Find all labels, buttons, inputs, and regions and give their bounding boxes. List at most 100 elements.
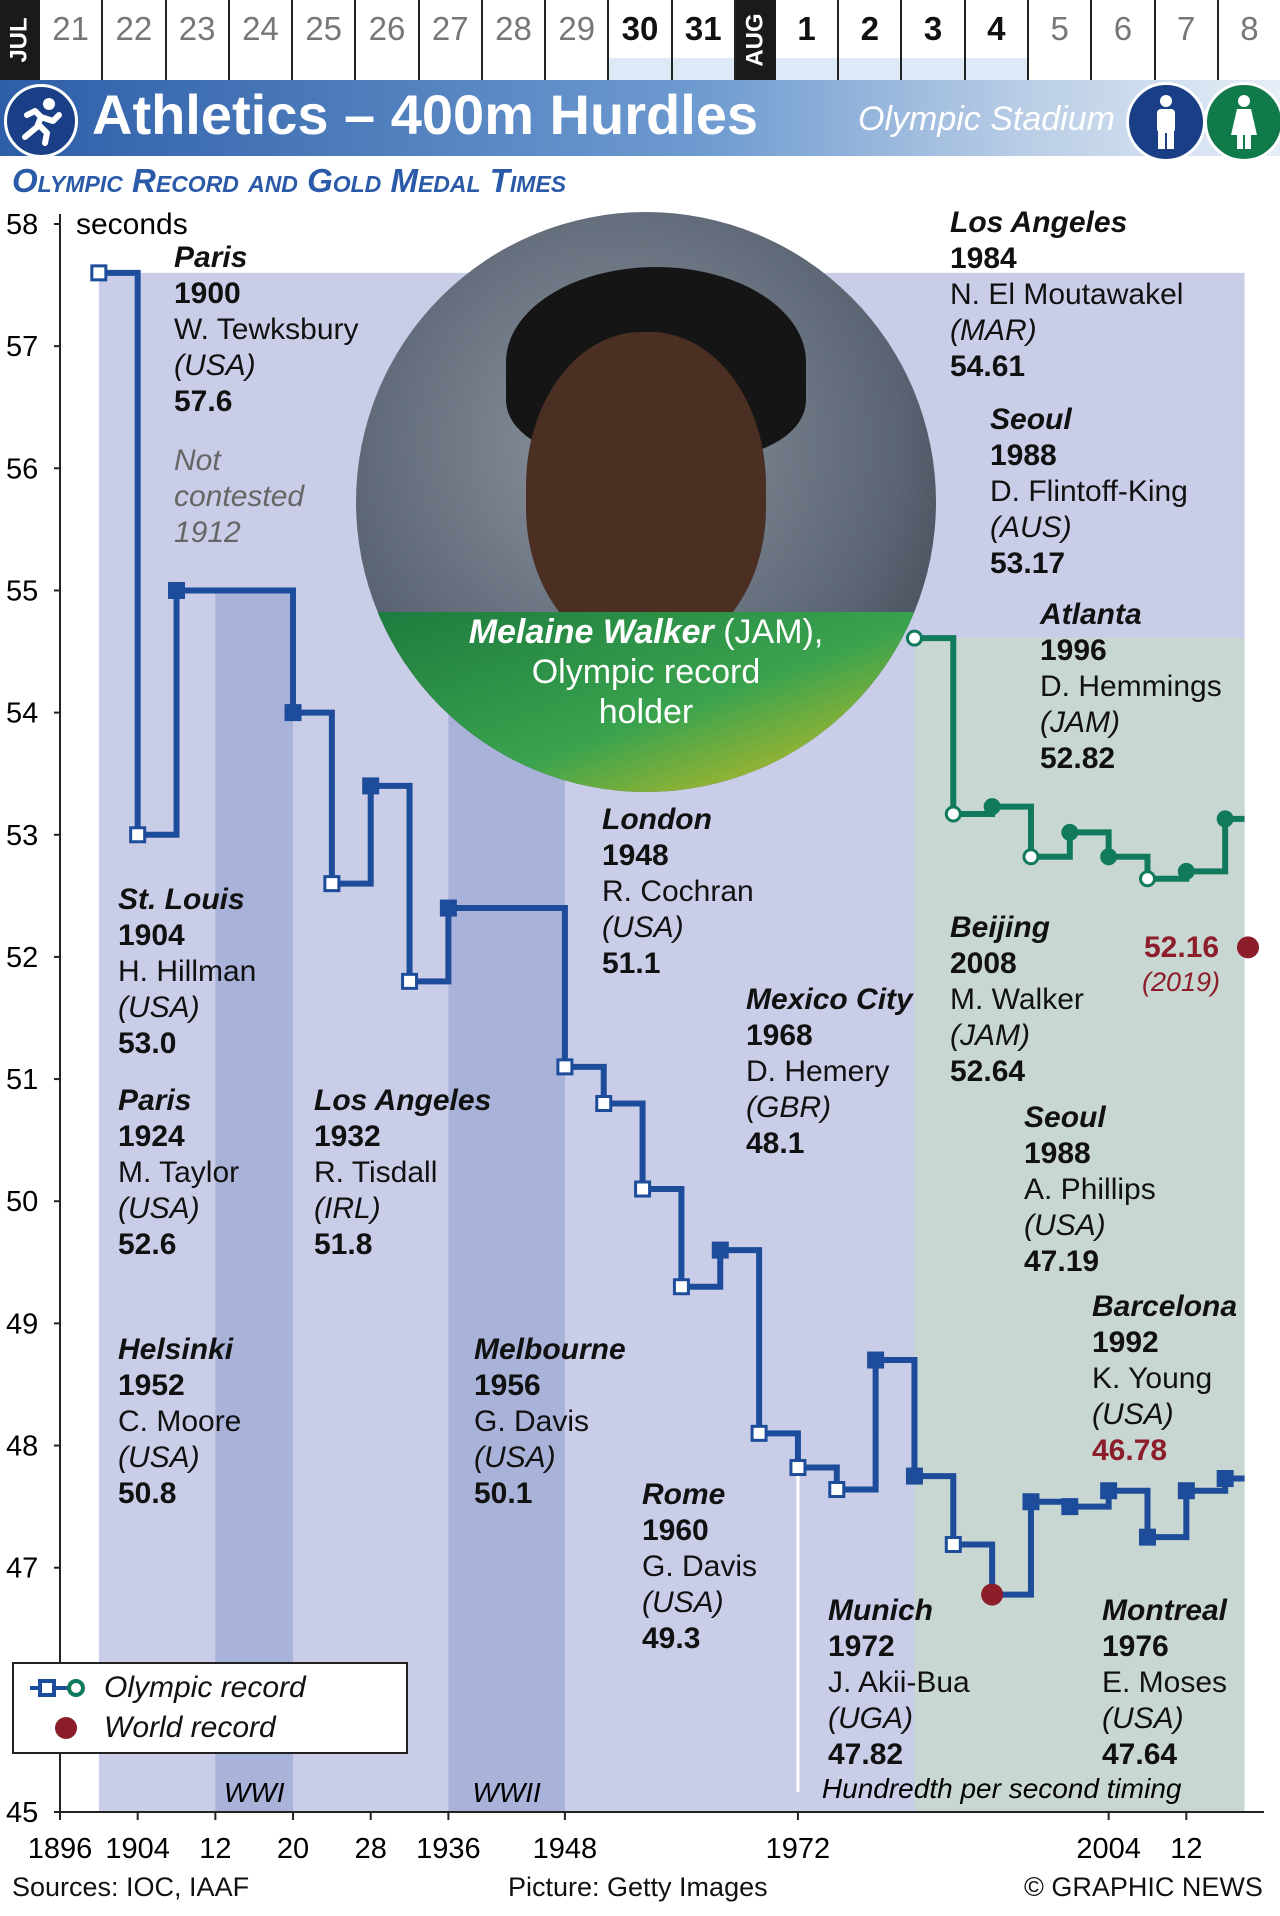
legend-women-marker (67, 1679, 85, 1697)
day-cell: 21 (40, 0, 104, 80)
annotation-city: Los Angeles (950, 206, 1128, 239)
venue-label: Olympic Stadium (858, 100, 1115, 138)
annotation-year: 1968 (746, 1019, 813, 1052)
annotation-year: 1924 (118, 1120, 185, 1153)
y-tick-label: 58 (6, 209, 38, 241)
day-cell-event: 3 (902, 0, 966, 80)
caption-line: Olympic record (531, 653, 761, 691)
legend-men-marker (38, 1679, 56, 1697)
x-tick-label: 2004 (1076, 1833, 1141, 1865)
day-cell: 26 (356, 0, 420, 80)
men-record-marker (595, 1095, 613, 1113)
annotation-time: 57.6 (174, 385, 233, 418)
annotation-nation: (USA) (118, 1192, 200, 1225)
y-tick-label: 56 (6, 453, 38, 485)
day-cell: 24 (230, 0, 294, 80)
y-tick-label: 57 (6, 331, 38, 363)
women-point-marker (1177, 862, 1195, 880)
men-record-marker (634, 1180, 652, 1198)
annotation-athlete: G. Davis (474, 1405, 590, 1438)
annotation-nation: (USA) (474, 1441, 556, 1474)
hundredth-timing-label: Hundredth per second timing (822, 1773, 1182, 1804)
annotation-athlete: W. Tewksbury (174, 313, 359, 346)
annotation-nation: (MAR) (950, 314, 1037, 347)
annotation-city: Mexico City (746, 983, 913, 1016)
x-tick-label: 1904 (105, 1833, 170, 1865)
photo-face (526, 332, 766, 652)
day-cell: 5 (1029, 0, 1093, 80)
annotation-year: 1992 (1092, 1326, 1159, 1359)
annotation-seoul-women: Seoul 1988 D. Flintoff-King (AUS) 53.17 (990, 402, 1188, 582)
annotation-time: 47.19 (1024, 1245, 1100, 1278)
men-point-marker (1100, 1482, 1118, 1500)
annotation-city: Munich (828, 1594, 933, 1627)
annotation-year: 1932 (314, 1120, 381, 1153)
day-cell: 6 (1092, 0, 1156, 80)
annotation-time: 51.8 (314, 1228, 373, 1261)
men-point-marker (168, 581, 186, 599)
annotation-los-angeles-1932: Los Angeles 1932 R. Tisdall (IRL) 51.8 (314, 1083, 491, 1263)
annotation-nation: (USA) (118, 991, 200, 1024)
annotation-time: 50.8 (118, 1477, 177, 1510)
photo-flag (356, 612, 936, 792)
women-point-marker (1100, 848, 1118, 866)
day-cell-event: 30 (609, 0, 673, 80)
annotation-munich: Munich 1972 J. Akii-Bua (UGA) 47.82 (828, 1593, 970, 1773)
men-point-marker (905, 1467, 923, 1485)
men-record-marker (828, 1481, 846, 1499)
annotation-city: Atlanta (1040, 598, 1142, 631)
annotation-athlete: H. Hillman (118, 955, 257, 988)
men-point-marker (1061, 1498, 1079, 1516)
men-event-icon (1126, 82, 1206, 162)
annotation-helsinki: Helsinki 1952 C. Moore (USA) 50.8 (118, 1332, 241, 1512)
y-tick-label: 55 (6, 575, 38, 607)
annotation-athlete: R. Cochran (602, 875, 754, 908)
women-point-marker (983, 798, 1001, 816)
annotation-year: 1972 (828, 1630, 895, 1663)
legend-world-record: World record (104, 1711, 276, 1744)
annotation-athlete: M. Taylor (118, 1156, 240, 1189)
date-strip: JUL 21 22 23 24 25 26 27 28 29 30 31 AUG… (0, 0, 1280, 82)
annotation-athlete: A. Phillips (1024, 1173, 1156, 1206)
x-tick-label: 12 (1170, 1833, 1202, 1865)
x-tick-label: 1936 (416, 1833, 481, 1865)
annotation-athlete: N. El Moutawakel (950, 278, 1184, 311)
y-tick-label: 48 (6, 1431, 38, 1463)
day-cell: 7 (1156, 0, 1219, 80)
men-point-marker (1022, 1493, 1040, 1511)
annotation-athlete: R. Tisdall (314, 1156, 438, 1189)
women-event-icon (1204, 82, 1280, 162)
annotation-montreal: Montreal 1976 E. Moses (USA) 47.64 (1102, 1593, 1227, 1773)
stopwatch-icon (55, 1717, 77, 1739)
annotation-year: 2008 (950, 947, 1017, 980)
men-record-marker (944, 1535, 962, 1553)
annotation-year: 1988 (1024, 1137, 1091, 1170)
world-record-marker (981, 1583, 1004, 1606)
annotation-barcelona: Barcelona 1992 K. Young (USA) 46.78 (1092, 1289, 1237, 1469)
world-record-year: (2019) (1142, 967, 1221, 997)
men-record-marker (401, 972, 419, 990)
annotation-year: 1904 (118, 919, 185, 952)
annotation-nation: (USA) (174, 349, 256, 382)
annotation-not-contested: Not contested 1912 (174, 443, 304, 551)
day-cell: 22 (103, 0, 167, 80)
annotation-city: Barcelona (1092, 1290, 1238, 1323)
y-tick-label: 47 (6, 1553, 38, 1585)
y-tick-label: 45 (6, 1797, 38, 1829)
annotation-city: Beijing (950, 911, 1051, 944)
annotation-los-angeles-1984: Los Angeles 1984 N. El Moutawakel (MAR) … (950, 205, 1183, 385)
annotation-nation: (JAM) (1040, 706, 1120, 739)
annotation-nation: (GBR) (746, 1091, 831, 1124)
annotation-paris-1900: Paris 1900 W. Tewksbury (USA) 57.6 (174, 240, 359, 420)
day-cell-event: 31 (672, 0, 736, 80)
men-record-marker (90, 264, 108, 282)
annotation-atlanta: Atlanta 1996 D. Hemmings (JAM) 52.82 (1040, 597, 1222, 777)
x-tick-label: 20 (277, 1833, 309, 1865)
chart-legend: Olympic record World record (12, 1662, 408, 1754)
picture-credit: Picture: Getty Images (508, 1872, 768, 1902)
annotation-time: 46.78 (1092, 1434, 1168, 1467)
month-august: AUG (735, 0, 776, 80)
annotation-year: 1984 (950, 242, 1017, 275)
war-band-label: WWI (224, 1777, 285, 1808)
